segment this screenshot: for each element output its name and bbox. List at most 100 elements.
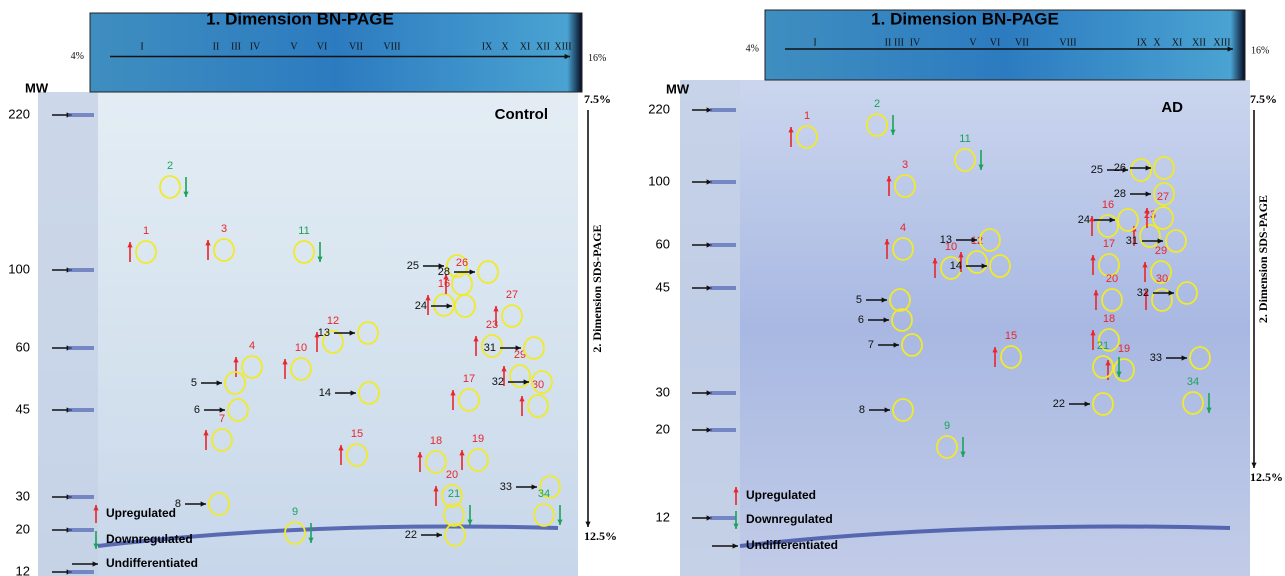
lane-label: XII xyxy=(536,41,550,52)
spot-label: 32 xyxy=(492,376,504,388)
lane-label: XI xyxy=(520,41,531,52)
spot-label: 21 xyxy=(448,488,460,500)
spot-label: 9 xyxy=(944,420,950,432)
spot-label: 26 xyxy=(456,257,468,269)
spot-label: 34 xyxy=(538,488,550,500)
lane-label: I xyxy=(813,37,816,48)
mw-band xyxy=(710,180,736,184)
spot-label: 27 xyxy=(1157,191,1169,203)
acrylamide-top: 7.5% xyxy=(584,92,611,106)
second-dimension: 2. Dimension SDS-PAGE xyxy=(590,224,604,352)
mw-band xyxy=(710,516,736,520)
spot-label: 3 xyxy=(902,159,908,171)
mw-marker: 12 xyxy=(16,563,30,576)
mw-marker: 12 xyxy=(656,509,670,524)
spot-label: 21 xyxy=(1097,340,1109,352)
lane-label: VII xyxy=(349,41,363,52)
spot-label: 4 xyxy=(249,340,255,352)
mw-marker: 20 xyxy=(656,421,670,436)
acrylamide-bottom: 12.5% xyxy=(1250,470,1283,484)
gradient-start: 4% xyxy=(71,51,84,62)
acrylamide-top: 7.5% xyxy=(1250,92,1277,106)
spot-label: 17 xyxy=(463,373,475,385)
legend-label: Downregulated xyxy=(106,532,193,546)
lane-label: I xyxy=(140,41,143,52)
lane-label: XIII xyxy=(1213,37,1230,48)
acrylamide-bottom: 12.5% xyxy=(584,529,617,543)
spot-label: 30 xyxy=(1156,273,1168,285)
mw-band xyxy=(68,570,94,574)
spot-label: 13 xyxy=(940,234,952,246)
mw-band xyxy=(68,408,94,412)
spot-label: 2 xyxy=(167,160,173,172)
condition: Control xyxy=(495,106,548,123)
legend-label: Undifferentiated xyxy=(746,538,838,552)
spot-label: 22 xyxy=(1053,398,1065,410)
legend-label: Undifferentiated xyxy=(106,556,198,570)
gradient-end: 16% xyxy=(1251,45,1269,56)
mw-marker: 100 xyxy=(648,173,670,188)
lane-label: XII xyxy=(1192,37,1206,48)
spot-label: 18 xyxy=(1103,313,1115,325)
mw-band xyxy=(710,108,736,112)
spot-label: 16 xyxy=(1102,199,1114,211)
spot-label: 19 xyxy=(472,433,484,445)
spot-label: 25 xyxy=(407,260,419,272)
spot-label: 11 xyxy=(959,133,970,145)
spot-label: 14 xyxy=(319,387,331,399)
spot-label: 31 xyxy=(1126,235,1138,247)
mw-label: MW xyxy=(666,81,690,96)
mw-band xyxy=(68,495,94,499)
spot-label: 19 xyxy=(1118,343,1130,355)
lane-label: X xyxy=(501,41,509,52)
mw-marker: 30 xyxy=(656,384,670,399)
spot-label: 3 xyxy=(221,223,227,235)
lane-label: VIII xyxy=(1059,37,1076,48)
spot-label: 5 xyxy=(191,377,197,389)
lane-label: II xyxy=(213,41,220,52)
spot-label: 15 xyxy=(1005,330,1017,342)
lane-label: V xyxy=(290,41,298,52)
lane-label: XI xyxy=(1172,37,1183,48)
spot-label: 28 xyxy=(1114,188,1126,200)
mw-band xyxy=(710,243,736,247)
lane-label: III xyxy=(894,37,904,48)
spot-label: 7 xyxy=(219,413,225,425)
spot-label: 34 xyxy=(1187,376,1199,388)
arrow-head xyxy=(1251,463,1256,468)
lane-label: V xyxy=(969,37,977,48)
gradient-end: 16% xyxy=(588,53,606,64)
figure: 1. Dimension BN-PAGE4%16%IIIIIIIVVVIVIIV… xyxy=(0,0,1285,576)
mw-band xyxy=(68,346,94,350)
spot-label: 33 xyxy=(500,481,512,493)
mw-marker: 45 xyxy=(16,401,30,416)
legend-label: Upregulated xyxy=(106,506,176,520)
arrow-head xyxy=(585,522,590,527)
mw-band xyxy=(68,528,94,532)
mw-marker: 20 xyxy=(16,521,30,536)
spot-label: 13 xyxy=(318,327,330,339)
mw-band xyxy=(68,113,94,117)
gel-2d xyxy=(38,92,578,576)
spot-label: 33 xyxy=(1150,352,1162,364)
spot-label: 18 xyxy=(430,435,442,447)
mw-band xyxy=(710,286,736,290)
spot-label: 2 xyxy=(874,98,880,110)
spot-label: 20 xyxy=(1106,273,1118,285)
spot-label: 14 xyxy=(950,260,962,272)
spot-label: 24 xyxy=(1078,214,1090,226)
marker-lane xyxy=(680,80,740,576)
spot-label: 27 xyxy=(506,289,518,301)
spot-label: 8 xyxy=(859,404,865,416)
spot-label: 10 xyxy=(295,342,307,354)
lane-label: VIII xyxy=(383,41,400,52)
mw-band xyxy=(710,391,736,395)
mw-marker: 220 xyxy=(8,106,30,121)
spot-label: 24 xyxy=(415,300,427,312)
spot-label: 15 xyxy=(351,428,363,440)
lane-label: IX xyxy=(482,41,493,52)
spot-label: 9 xyxy=(292,506,298,518)
second-dimension: 2. Dimension SDS-PAGE xyxy=(1256,195,1270,323)
lane-label: IV xyxy=(250,41,261,52)
title: 1. Dimension BN-PAGE xyxy=(871,9,1059,28)
